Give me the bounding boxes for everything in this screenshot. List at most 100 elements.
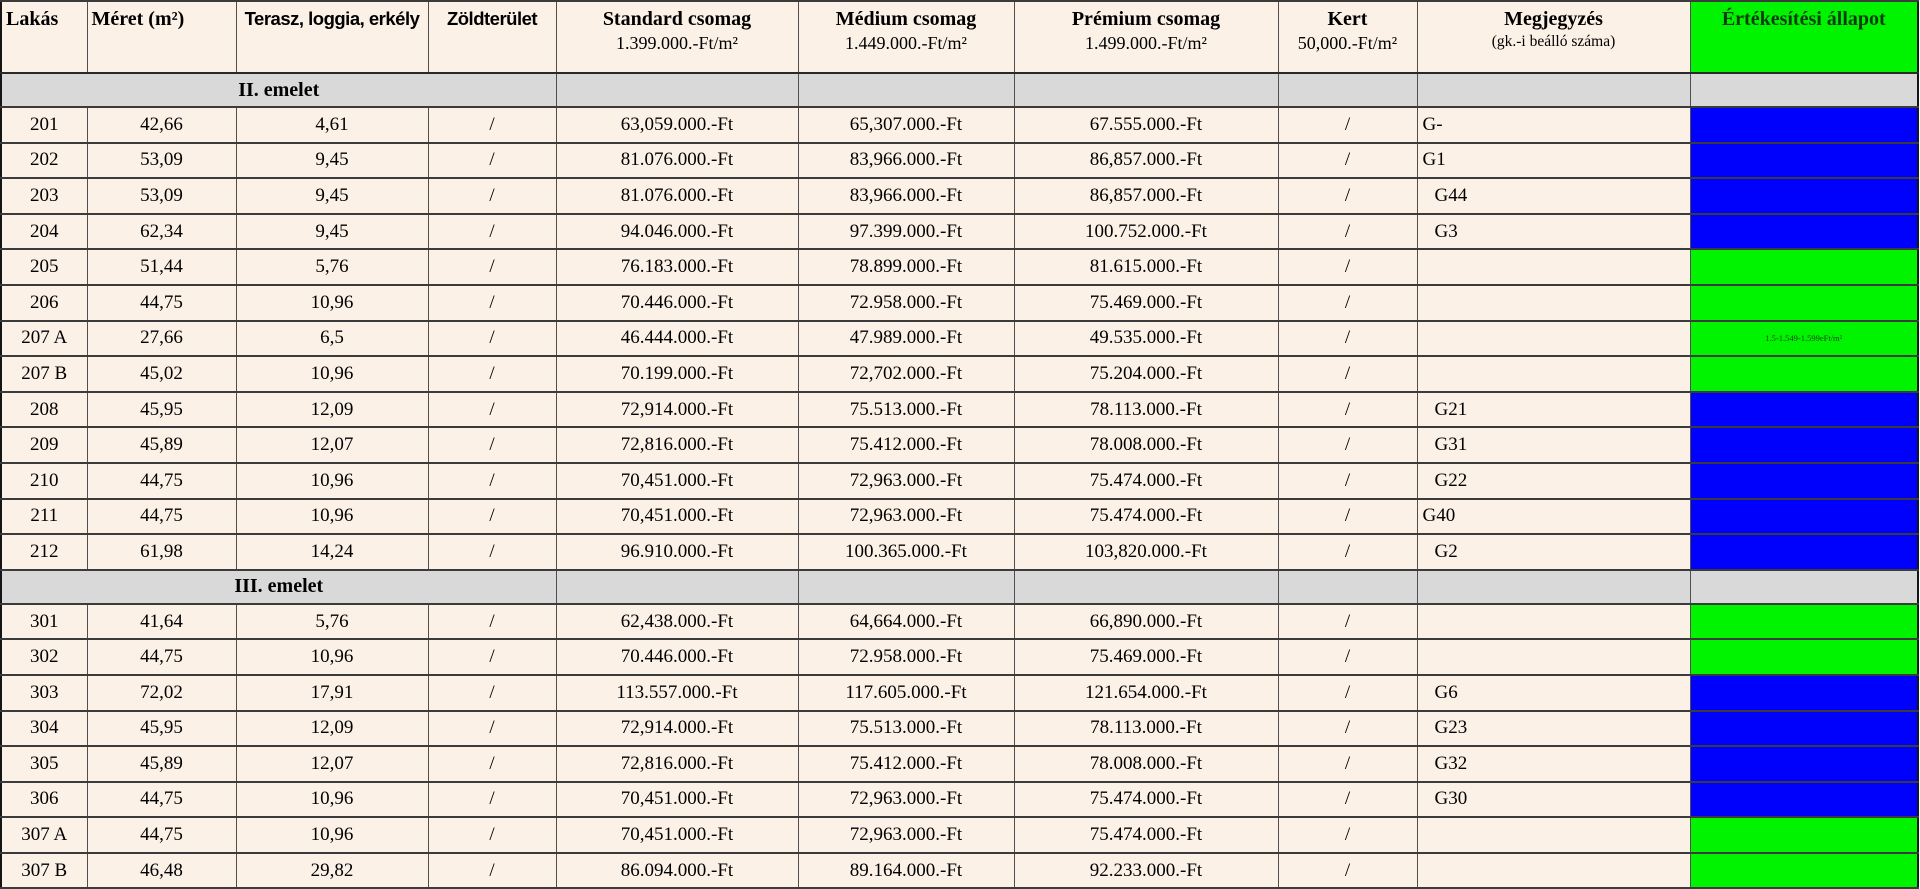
cell-lakas: 305	[0, 745, 88, 783]
cell-status	[1689, 355, 1919, 393]
apartment-row: 212 61,98 14,24/96.910.000.-Ft 100.365.000.…	[0, 533, 1919, 571]
cell-standard-price: 70,451.000.-Ft	[555, 816, 799, 854]
cell-terasz: 10,96	[235, 283, 429, 322]
cell-medium-price: 89.164.000.-Ft	[797, 851, 1015, 889]
cell-lakas: 202	[0, 141, 88, 180]
cell-status	[1689, 816, 1919, 854]
cell-terasz: 12,09	[235, 390, 429, 429]
apartment-row: 302 44,75 10,96/70.446.000.-Ft 72.958.000.-…	[0, 638, 1919, 676]
section-empty-cell	[1416, 568, 1691, 605]
col-header-ertekesitesi-allapot-label: Értékesítési állapot	[1721, 8, 1886, 30]
cell-zoldterulet: /	[427, 816, 557, 854]
cell-megjegyzes	[1416, 816, 1691, 854]
cell-standard-price: 72,914.000.-Ft	[555, 390, 799, 429]
cell-kert: /	[1277, 390, 1418, 429]
apartment-row: 303 72,02 17,91/113.557.000.-Ft 117.605.000…	[0, 673, 1919, 712]
cell-meret: 45,02	[86, 355, 237, 393]
cell-standard-price: 94.046.000.-Ft	[555, 212, 799, 251]
cell-lakas: 302	[0, 638, 88, 676]
section-label: III. emelet	[0, 568, 557, 605]
cell-status	[1689, 426, 1919, 464]
cell-megjegyzes: G32	[1416, 745, 1691, 783]
col-header-megjegyzes-label: Megjegyzés	[1504, 8, 1603, 30]
cell-kert: /	[1277, 673, 1418, 712]
cell-kert: /	[1277, 638, 1418, 676]
apartment-row: 305 45,89 12,07/72,816.000.-Ft 75.412.000.-…	[0, 745, 1919, 783]
cell-megjegyzes: G40	[1416, 497, 1691, 536]
cell-lakas: 208	[0, 390, 88, 429]
cell-kert: /	[1277, 816, 1418, 854]
cell-status	[1689, 745, 1919, 783]
section-empty-cell	[1277, 568, 1418, 605]
cell-meret: 45,95	[86, 709, 237, 748]
cell-standard-price: 63,059.000.-Ft	[555, 106, 799, 144]
cell-meret: 44,75	[86, 816, 237, 854]
cell-status	[1689, 390, 1919, 429]
apartment-row: 307 B 46,48 29,82/86.094.000.-Ft 89.164.000…	[0, 851, 1919, 889]
cell-kert: /	[1277, 497, 1418, 536]
cell-standard-price: 70,451.000.-Ft	[555, 780, 799, 819]
cell-medium-price: 83,966.000.-Ft	[797, 177, 1015, 215]
cell-terasz: 9,45	[235, 141, 429, 180]
cell-terasz: 12,09	[235, 709, 429, 748]
header-row: Lakás Méret (m²) Terasz, loggia, erkély …	[0, 0, 1919, 74]
cell-premium-price: 103,820.000.-Ft	[1013, 533, 1279, 571]
cell-terasz: 6,5	[235, 319, 429, 358]
cell-zoldterulet: /	[427, 141, 557, 180]
cell-megjegyzes: G22	[1416, 461, 1691, 500]
cell-terasz: 12,07	[235, 426, 429, 464]
apartment-row: 202 53,09 9,45/81.076.000.-Ft 83,966.000.-F…	[0, 141, 1919, 180]
cell-kert: /	[1277, 141, 1418, 180]
cell-medium-price: 100.365.000.-Ft	[797, 533, 1015, 571]
apartment-row: 207 B 45,02 10,96/70.199.000.-Ft 72,702.000…	[0, 355, 1919, 393]
cell-standard-price: 70,451.000.-Ft	[555, 497, 799, 536]
col-header-medium-price: 1.449.000.-Ft/m²	[845, 33, 967, 53]
col-header-medium-label: Médium csomag	[835, 8, 977, 30]
section-empty-cell	[1689, 568, 1919, 605]
cell-megjegyzes	[1416, 602, 1691, 641]
cell-status	[1689, 177, 1919, 215]
cell-meret: 45,95	[86, 390, 237, 429]
col-header-zoldterulet: Zöldterület	[427, 0, 557, 74]
cell-meret: 27,66	[86, 319, 237, 358]
col-header-kert-price: 50,000.-Ft/m²	[1297, 33, 1398, 53]
col-header-terasz: Terasz, loggia, erkély	[235, 0, 429, 74]
cell-standard-price: 72,816.000.-Ft	[555, 426, 799, 464]
section-row: II. emelet	[0, 72, 1919, 108]
cell-zoldterulet: /	[427, 212, 557, 251]
cell-premium-price: 78.008.000.-Ft	[1013, 426, 1279, 464]
cell-meret: 51,44	[86, 248, 237, 286]
cell-premium-price: 75.474.000.-Ft	[1013, 497, 1279, 536]
col-header-premium-label: Prémium csomag	[1071, 8, 1221, 30]
cell-lakas: 201	[0, 106, 88, 144]
cell-zoldterulet: /	[427, 709, 557, 748]
cell-megjegyzes	[1416, 355, 1691, 393]
col-header-terasz-label: Terasz, loggia, erkély	[244, 8, 420, 29]
section-empty-cell	[555, 568, 799, 605]
cell-zoldterulet: /	[427, 106, 557, 144]
apartment-row: 211 44,75 10,96/70,451.000.-Ft 72,963.000.-…	[0, 497, 1919, 536]
cell-premium-price: 121.654.000.-Ft	[1013, 673, 1279, 712]
cell-megjegyzes: G21	[1416, 390, 1691, 429]
cell-premium-price: 75.204.000.-Ft	[1013, 355, 1279, 393]
cell-kert: /	[1277, 212, 1418, 251]
cell-zoldterulet: /	[427, 673, 557, 712]
col-header-ertekesitesi-allapot: Értékesítési állapot	[1689, 0, 1919, 74]
cell-status	[1689, 461, 1919, 500]
cell-zoldterulet: /	[427, 283, 557, 322]
cell-premium-price: 100.752.000.-Ft	[1013, 212, 1279, 251]
cell-status	[1689, 780, 1919, 819]
cell-lakas: 207 A	[0, 319, 88, 358]
cell-premium-price: 78.113.000.-Ft	[1013, 709, 1279, 748]
cell-medium-price: 75.513.000.-Ft	[797, 709, 1015, 748]
cell-terasz: 5,76	[235, 248, 429, 286]
cell-medium-price: 75.412.000.-Ft	[797, 745, 1015, 783]
cell-medium-price: 72.958.000.-Ft	[797, 283, 1015, 322]
cell-kert: /	[1277, 602, 1418, 641]
cell-standard-price: 81.076.000.-Ft	[555, 141, 799, 180]
section-empty-cell	[1416, 72, 1691, 108]
apartment-row: 306 44,75 10,96/70,451.000.-Ft 72,963.000.-…	[0, 780, 1919, 819]
cell-medium-price: 75.412.000.-Ft	[797, 426, 1015, 464]
table-body: II. emelet 201 42,66 4,61/63,059.000.-Ft 65,…	[0, 72, 1919, 889]
cell-standard-price: 76.183.000.-Ft	[555, 248, 799, 286]
